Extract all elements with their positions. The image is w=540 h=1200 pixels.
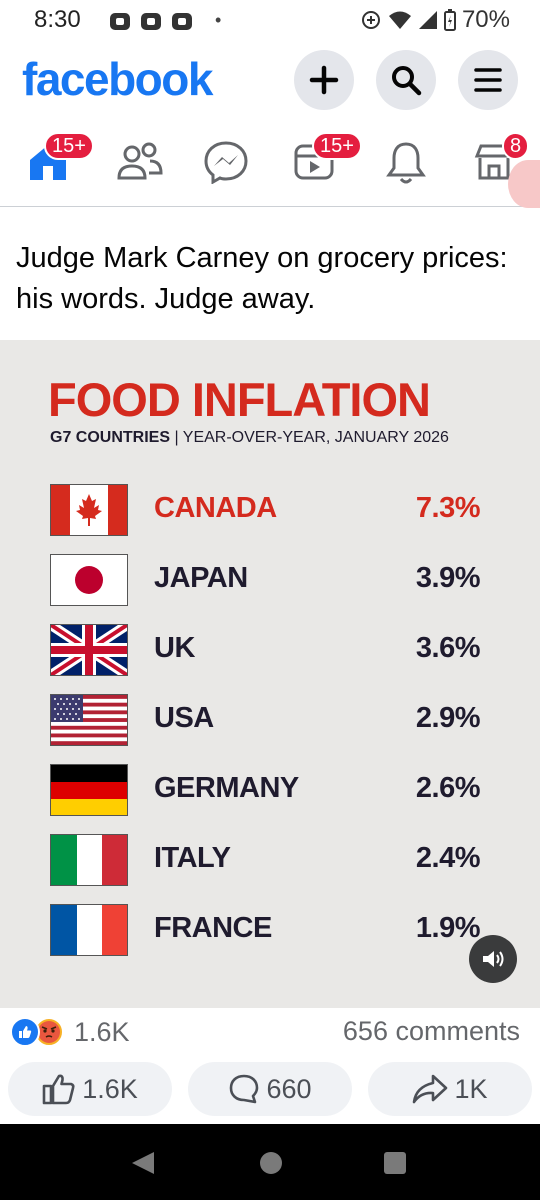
share-count: 1K [454, 1073, 488, 1104]
tab-notifications[interactable] [378, 132, 434, 188]
country-row: FRANCE 1.9% [50, 904, 510, 956]
country-name: FRANCE [154, 912, 272, 944]
like-button[interactable]: 1.6K [8, 1062, 172, 1116]
inflation-value: 3.6% [415, 632, 481, 664]
data-saver-icon [361, 11, 380, 29]
country-name: JAPAN [154, 562, 248, 594]
country-name: UK [154, 632, 195, 664]
video-badge: 15+ [312, 132, 362, 160]
uk-flag [50, 624, 128, 676]
inflation-value: 3.9% [415, 562, 481, 594]
friends-icon [117, 142, 163, 180]
marketplace-badge: 8 [502, 132, 530, 160]
country-name: CANADA [154, 492, 277, 524]
tab-messenger[interactable] [196, 132, 252, 188]
status-indicators: 70% [360, 6, 510, 34]
status-bar: 8:30 • 70% [0, 0, 540, 42]
app-notification-icon [141, 13, 161, 30]
tab-marketplace[interactable]: 8 [466, 132, 530, 188]
back-icon[interactable] [128, 1150, 158, 1176]
country-row: JAPAN 3.9% [50, 554, 510, 606]
country-name: GERMANY [154, 772, 299, 804]
more-notifications-icon: • [215, 10, 222, 30]
share-arrow-icon [413, 1074, 448, 1104]
country-row: UK 3.6% [50, 624, 510, 676]
country-name: USA [154, 702, 214, 734]
reaction-count: 1.6K [74, 1016, 130, 1047]
status-time: 8:30 [34, 6, 81, 33]
country-row: USA 2.9% [50, 694, 510, 746]
like-reaction-icon [10, 1017, 40, 1047]
search-icon [392, 66, 422, 96]
search-button[interactable] [376, 50, 436, 110]
japan-flag [50, 554, 128, 606]
bell-icon [386, 142, 426, 184]
like-count: 1.6K [82, 1073, 138, 1104]
wifi-icon [388, 11, 411, 29]
edge-panel-tab[interactable] [508, 160, 540, 208]
country-row: CANADA 7.3% [50, 484, 510, 536]
comment-count: 660 [266, 1073, 312, 1104]
system-navigation-bar [0, 1124, 540, 1200]
comment-button[interactable]: 660 [188, 1062, 352, 1116]
canada-flag [50, 484, 128, 536]
recents-icon[interactable] [382, 1150, 408, 1176]
country-name: ITALY [154, 842, 231, 874]
usa-flag [50, 694, 128, 746]
tab-friends[interactable] [110, 132, 166, 188]
inflation-value: 2.4% [415, 842, 481, 874]
tab-home[interactable]: 15+ [20, 132, 94, 188]
home-badge: 15+ [44, 132, 94, 160]
app-notification-icon [172, 13, 192, 30]
reactions-summary[interactable]: 1.6K [10, 1014, 130, 1050]
inflation-value: 7.3% [415, 492, 481, 524]
facebook-logo[interactable]: facebook [22, 53, 213, 105]
app-notification-icon [110, 13, 130, 30]
hamburger-menu-icon [474, 68, 502, 92]
inflation-value: 2.6% [415, 772, 481, 804]
germany-flag [50, 764, 128, 816]
infographic-title: FOOD INFLATION [48, 373, 431, 426]
post-image[interactable]: FOOD INFLATION G7 COUNTRIES | YEAR-OVER-… [0, 340, 540, 1008]
post-text: Judge Mark Carney on grocery prices: his… [16, 242, 508, 315]
france-flag [50, 904, 128, 956]
nav-tabs: 15+ 15+ 8 [0, 118, 540, 207]
thumbs-up-icon [42, 1074, 75, 1105]
inflation-value: 2.9% [415, 702, 481, 734]
tab-video[interactable]: 15+ [286, 132, 362, 188]
country-row: GERMANY 2.6% [50, 764, 510, 816]
home-circle-icon[interactable] [258, 1150, 284, 1176]
battery-icon [443, 9, 456, 31]
inflation-value: 1.9% [415, 912, 481, 944]
country-row: ITALY 2.4% [50, 834, 510, 886]
menu-button[interactable] [458, 50, 518, 110]
messenger-icon [204, 141, 248, 184]
speaker-icon [483, 951, 504, 967]
create-button[interactable] [294, 50, 354, 110]
sound-toggle-button[interactable] [469, 935, 517, 983]
comments-count[interactable]: 656 comments [342, 1016, 520, 1046]
share-button[interactable]: 1K [368, 1062, 532, 1116]
battery-percent: 70% [461, 6, 510, 33]
italy-flag [50, 834, 128, 886]
signal-icon [418, 11, 437, 29]
plus-icon [309, 65, 339, 95]
infographic-subtitle: G7 COUNTRIES | YEAR-OVER-YEAR, JANUARY 2… [50, 429, 449, 446]
comment-icon [230, 1074, 259, 1104]
